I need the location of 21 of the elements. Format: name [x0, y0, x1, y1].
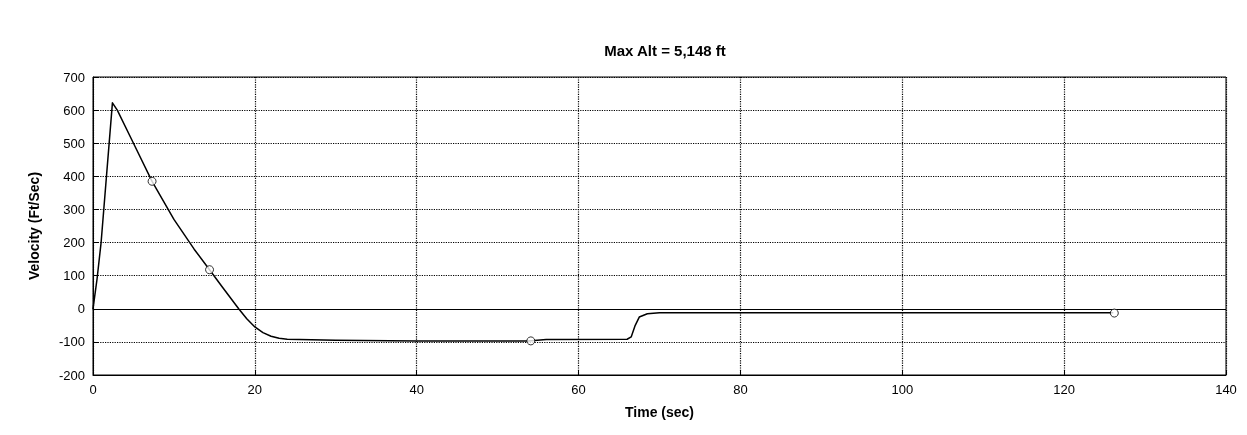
y-tick-label: 400	[63, 168, 85, 184]
y-tick-label: -100	[58, 334, 85, 350]
y-tick-label: -200	[58, 367, 85, 383]
y-tick-label: 500	[63, 135, 85, 151]
x-tick-label: 100	[891, 382, 914, 397]
x-tick-label: 80	[733, 382, 748, 397]
x-tick-label: 40	[409, 382, 424, 397]
y-tick-label: 0	[77, 301, 85, 317]
x-tick-label: 140	[1215, 382, 1237, 397]
x-tick-label: 0	[89, 382, 97, 397]
y-tick-label: 200	[63, 235, 85, 251]
y-tick-label: 100	[63, 268, 85, 284]
y-tick-label: 300	[63, 201, 85, 217]
y-tick-label: 600	[63, 102, 85, 118]
x-tick-label: 120	[1053, 382, 1075, 397]
y-axis-title: Velocity (Ft/Sec)	[26, 171, 42, 281]
chart-title: Max Alt = 5,148 ft	[604, 42, 726, 59]
y-tick-label: 700	[63, 69, 85, 85]
x-axis-title: Time (sec)	[625, 404, 694, 420]
x-tick-label: 20	[247, 382, 263, 397]
x-tick-label: 60	[571, 382, 586, 397]
